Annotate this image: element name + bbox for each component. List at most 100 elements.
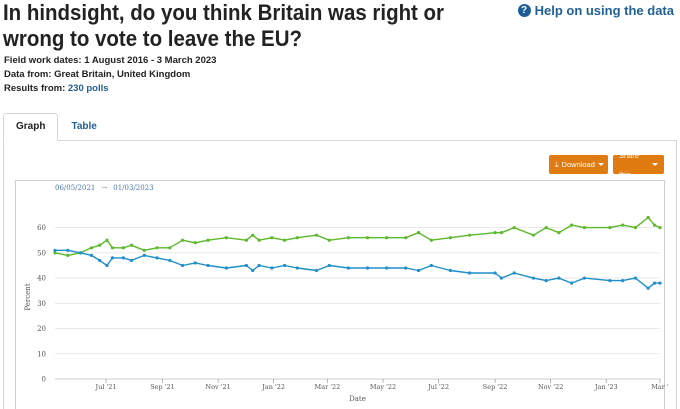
series-point-0: [646, 215, 650, 220]
series-point-1: [493, 271, 497, 275]
series-point-1: [646, 286, 650, 290]
series-point-1: [314, 268, 319, 273]
series-point-1: [512, 271, 516, 275]
chart-frame: [15, 180, 665, 409]
results-line: Results from: 230 polls: [4, 82, 216, 96]
x-tick-label: Jul '21: [95, 383, 117, 391]
y-tick-label: 0: [42, 376, 46, 384]
results-polls-link[interactable]: 230 polls: [67, 83, 109, 94]
series-point-1: [658, 281, 662, 285]
series-point-1: [608, 279, 612, 283]
series-point-1: [531, 276, 535, 280]
tab-table[interactable]: Table: [71, 121, 97, 132]
series-point-1: [206, 263, 210, 268]
tab-graph[interactable]: Graph: [3, 113, 59, 141]
share-button[interactable]: Share this: [613, 151, 664, 179]
series-point-0: [129, 243, 134, 247]
series-point-1: [633, 276, 637, 280]
fieldwork-line: Field work dates: 1 August 2016 - 3 Marc…: [4, 54, 216, 68]
series-point-1: [327, 263, 331, 268]
date-range[interactable]: 06/05/2021 → 01/03/2023: [55, 184, 154, 192]
series-point-1: [180, 263, 185, 268]
series-point-0: [206, 238, 210, 242]
series-point-0: [295, 236, 299, 240]
series-point-0: [314, 233, 319, 237]
series-point-0: [283, 238, 287, 242]
series-point-1: [66, 248, 70, 252]
chevron-down-icon: [597, 163, 604, 166]
series-point-0: [582, 226, 586, 230]
datafrom-value: Great Britain, United Kingdom: [54, 69, 191, 80]
x-tick-label: Mar ': [651, 383, 669, 391]
x-tick-label: May '22: [370, 383, 396, 391]
view-tabs: Graph Table: [3, 113, 110, 141]
fieldwork-label: Field work dates:: [4, 55, 82, 66]
series-point-1: [652, 281, 657, 285]
x-tick-label: Jan '22: [261, 383, 285, 391]
x-tick-label: Nov '22: [538, 383, 563, 391]
x-tick-label: Mar '22: [315, 383, 341, 391]
series-point-0: [346, 236, 350, 240]
x-tick-label: Jul '22: [427, 383, 449, 391]
fieldwork-value: 1 August 2016 - 3 March 2023: [84, 55, 217, 66]
help-label: Help on using the data: [534, 3, 674, 18]
series-point-0: [110, 246, 115, 250]
series-point-0: [633, 226, 637, 230]
series-point-0: [270, 236, 274, 240]
series-point-0: [531, 233, 535, 237]
series-point-1: [168, 258, 172, 263]
series-point-1: [129, 258, 134, 263]
series-point-0: [658, 226, 662, 230]
series-point-1: [570, 281, 574, 285]
series-point-0: [193, 241, 197, 245]
series-point-1: [121, 256, 125, 260]
series-point-1: [257, 263, 261, 268]
series-point-1: [544, 279, 548, 283]
y-axis-label: Percent: [24, 283, 32, 310]
download-button[interactable]: ⤓ Download: [549, 155, 608, 174]
survey-meta: Field work dates: 1 August 2016 - 3 Marc…: [4, 54, 216, 96]
series-point-1: [142, 253, 146, 257]
series-point-1: [89, 253, 94, 257]
datafrom-line: Data from: Great Britain, United Kingdom: [4, 68, 216, 82]
chevron-down-icon: [652, 163, 658, 166]
series-point-1: [193, 261, 197, 265]
y-tick-label: 10: [37, 350, 46, 358]
series-point-0: [544, 226, 548, 230]
x-tick-label: Sep '21: [150, 383, 175, 391]
series-line-0: [54, 216, 661, 257]
series-point-1: [557, 276, 561, 280]
series-point-1: [365, 266, 370, 270]
series-point-1: [416, 268, 421, 273]
y-tick-label: 30: [37, 300, 46, 308]
series-line-1: [55, 249, 660, 289]
series-point-0: [251, 233, 255, 237]
series-point-1: [295, 266, 299, 270]
series-point-1: [251, 268, 255, 273]
x-tick-label: Sep '22: [483, 383, 508, 391]
x-tick-label: Nov '21: [205, 383, 230, 391]
series-point-0: [244, 238, 248, 242]
series-point-1: [105, 263, 109, 268]
series-point-0: [327, 238, 331, 242]
x-tick-label: Jan '23: [594, 383, 618, 391]
series-point-0: [224, 236, 228, 240]
series-point-1: [582, 276, 586, 280]
series-point-0: [429, 238, 433, 242]
series-point-1: [78, 251, 83, 255]
help-link[interactable]: ? Help on using the data: [517, 3, 674, 18]
series-point-0: [416, 231, 421, 235]
series-point-1: [448, 268, 453, 273]
series-point-1: [385, 266, 389, 270]
datafrom-label: Data from:: [4, 69, 52, 80]
range-end: 01/03/2023: [113, 184, 154, 192]
series-point-1: [244, 263, 248, 268]
series-point-1: [155, 256, 159, 260]
series-point-0: [257, 238, 261, 242]
series-point-1: [346, 266, 350, 270]
question-icon: ?: [517, 4, 531, 17]
series-point-1: [110, 256, 115, 260]
series-point-0: [467, 233, 472, 237]
series-point-0: [570, 223, 574, 227]
